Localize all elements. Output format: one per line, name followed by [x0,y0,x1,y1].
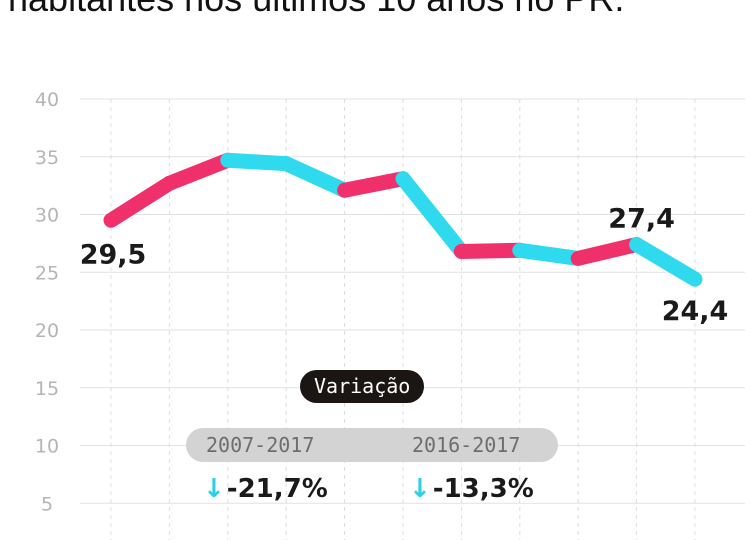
segment-2010-2011 [278,156,353,198]
y-tick-20: 20 [35,320,59,342]
y-tick-10: 10 [35,436,59,458]
period-label-2016-2017: 2016-2017 [412,433,521,457]
segment-2011-2012 [337,171,411,198]
segment-2007-2008 [103,175,177,228]
y-tick-40: 40 [35,89,59,111]
data-labels: 29,5 27,4 24,4 [80,204,729,328]
change-2007-2017: ↓-21,7% [203,474,328,504]
period-label-2007-2017: 2007-2017 [206,433,315,457]
grid-layer [80,98,745,540]
down-arrow-icon: ↓ [409,474,431,504]
change-value: -13,3% [432,474,534,504]
page-title-text: habitantes nos últimos 10 anos no PR. [0,0,751,20]
segment-2009-2010 [220,152,294,172]
segment-2008-2009 [161,152,236,191]
data-label-2017: 24,4 [662,296,729,327]
segment-2012-2013 [395,171,469,259]
segment-2016-2017 [629,237,703,287]
y-tick-labels: 5 10 15 20 25 30 35 40 [35,89,59,515]
y-tick-35: 35 [35,147,59,169]
y-tick-5: 5 [41,493,53,515]
page-title: habitantes nos últimos 10 anos no PR. [0,0,751,28]
variation-badge: Variação [300,370,425,403]
segment-2014-2015 [512,242,586,266]
period-pill: 2007-2017 2016-2017 [186,428,558,462]
change-2016-2017: ↓-13,3% [409,474,534,504]
series-line [103,152,703,287]
segment-2015-2016 [570,237,645,266]
y-tick-25: 25 [35,262,59,284]
data-label-2016: 27,4 [608,204,675,235]
segment-2013-2014 [453,242,528,259]
y-tick-15: 15 [35,378,59,400]
change-value: -21,7% [226,474,328,504]
down-arrow-icon: ↓ [203,474,225,504]
y-tick-30: 30 [35,205,59,227]
data-label-2007: 29,5 [80,239,147,270]
